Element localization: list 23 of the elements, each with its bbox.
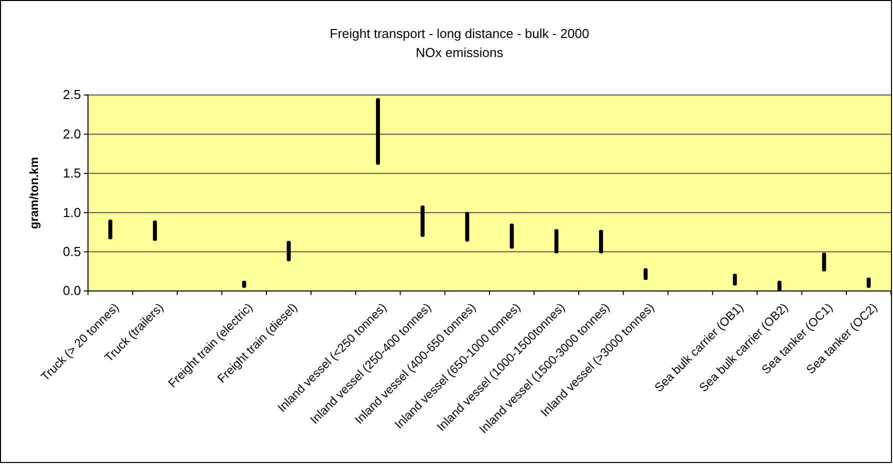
- bar: [152, 220, 157, 241]
- bar: [376, 98, 380, 165]
- bar: [510, 224, 514, 249]
- y-tick-label: 2.0: [62, 126, 81, 142]
- y-axis-title: gram/ton.km: [27, 156, 41, 230]
- y-tick-label: 0.5: [62, 244, 81, 259]
- bar: [108, 220, 112, 240]
- bar: [242, 280, 246, 288]
- bar: [866, 278, 871, 288]
- chart-subtitle: NOx emissions: [416, 45, 504, 60]
- bar: [822, 252, 826, 272]
- bar: [599, 230, 604, 254]
- bar: [420, 206, 425, 237]
- y-tick-label: 2.5: [62, 87, 81, 102]
- bar: [465, 212, 470, 242]
- bar: [644, 268, 648, 280]
- y-tick-label: 0.0: [62, 283, 81, 298]
- bar: [732, 274, 737, 286]
- bar: [554, 229, 558, 254]
- bar: [286, 240, 291, 262]
- chart-title: Freight transport - long distance - bulk - 2000: [330, 26, 590, 41]
- y-tick-label: 1.0: [62, 204, 81, 220]
- y-tick-label: 1.5: [62, 166, 81, 181]
